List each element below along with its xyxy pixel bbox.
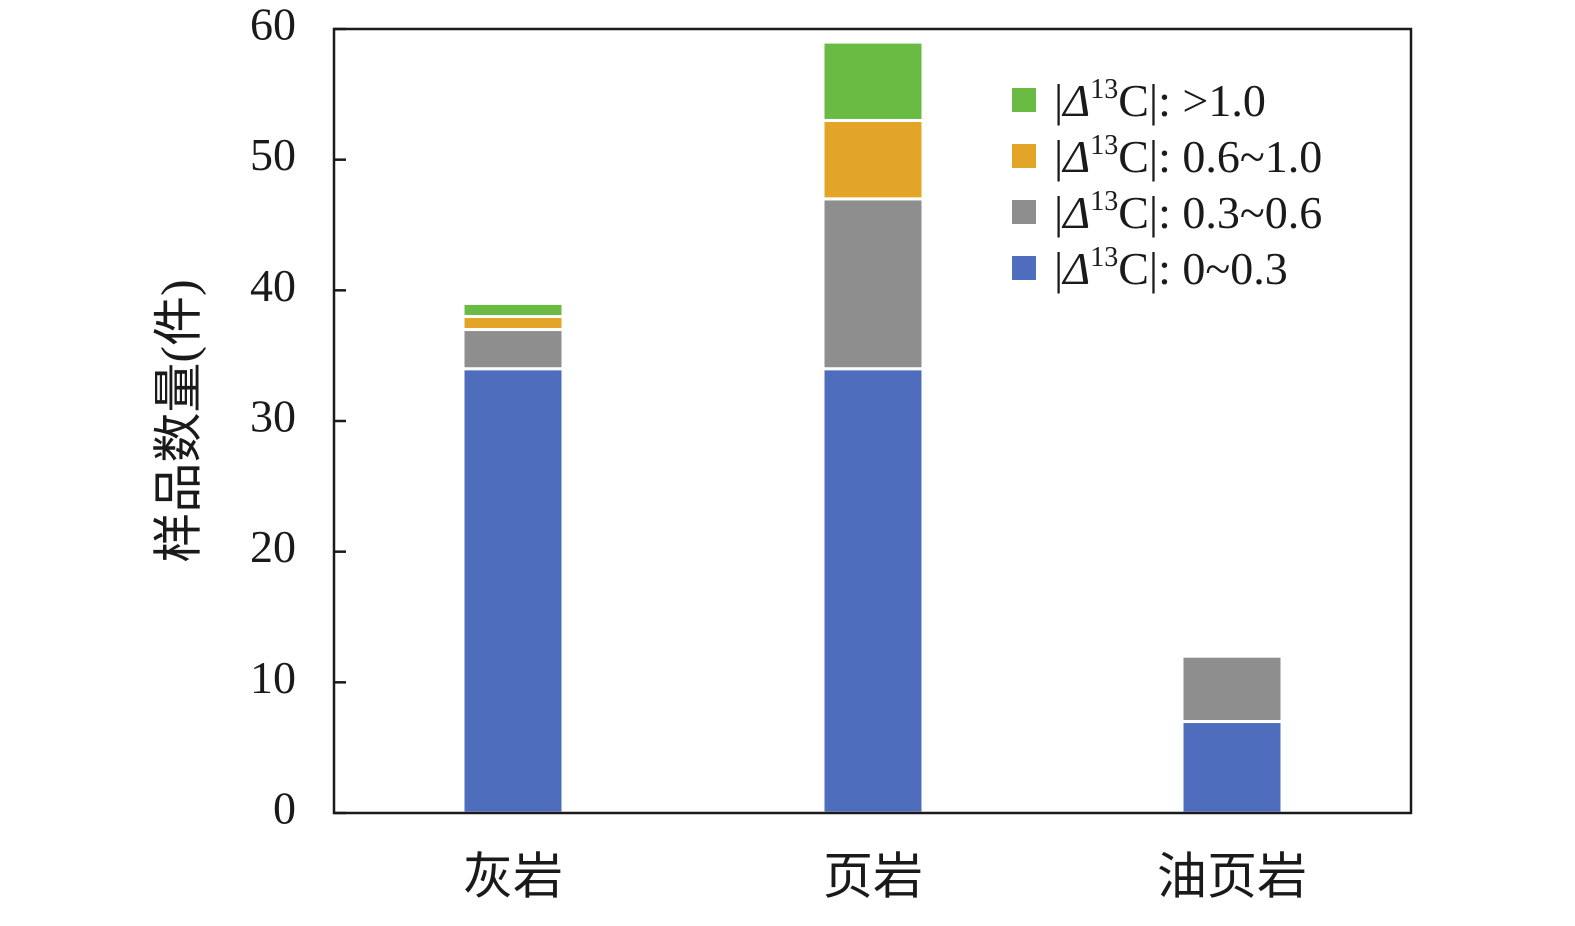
legend-label-2: |Δ13C|: 0.6~1.0 bbox=[1054, 130, 1322, 182]
y-tick-label-4: 40 bbox=[250, 260, 296, 311]
bar-segment-1-2 bbox=[821, 118, 925, 201]
x-axis-categories: 灰岩 页岩 油页岩 bbox=[463, 848, 1307, 904]
y-tick-label-0: 0 bbox=[273, 783, 296, 834]
bars-layer bbox=[461, 40, 1284, 815]
bar-segment-0-0 bbox=[461, 367, 565, 815]
y-axis-ticks: 0 10 20 30 40 50 60 bbox=[250, 0, 346, 834]
bar-segment-1-1 bbox=[821, 197, 925, 371]
legend-label-0: |Δ13C|: 0~0.3 bbox=[1054, 242, 1288, 294]
y-tick-label-6: 60 bbox=[250, 0, 296, 50]
y-tick-label-5: 50 bbox=[250, 129, 296, 180]
legend-label-3: |Δ13C|: >1.0 bbox=[1054, 74, 1266, 126]
x-category-label-2: 油页岩 bbox=[1157, 848, 1307, 904]
bar-segment-1-3 bbox=[821, 40, 925, 122]
bar-segment-0-2 bbox=[461, 314, 565, 332]
legend-label-1: |Δ13C|: 0.3~0.6 bbox=[1054, 186, 1322, 238]
y-tick-label-1: 10 bbox=[250, 652, 296, 703]
x-category-label-1: 页岩 bbox=[823, 848, 923, 904]
y-tick-label-3: 30 bbox=[250, 391, 296, 442]
bar-segment-0-3 bbox=[461, 301, 565, 318]
legend-swatch-0 bbox=[1012, 256, 1036, 280]
bar-segment-2-0 bbox=[1180, 720, 1284, 815]
x-category-label-0: 灰岩 bbox=[463, 848, 563, 904]
legend: |Δ13C|: >1.0|Δ13C|: 0.6~1.0|Δ13C|: 0.3~0… bbox=[1012, 74, 1322, 294]
legend-swatch-2 bbox=[1012, 144, 1036, 168]
bar-segment-0-1 bbox=[461, 328, 565, 371]
bar-segment-1-0 bbox=[821, 367, 925, 815]
bar-segment-2-1 bbox=[1180, 654, 1284, 724]
y-tick-label-2: 20 bbox=[250, 521, 296, 572]
legend-swatch-1 bbox=[1012, 200, 1036, 224]
legend-swatch-3 bbox=[1012, 88, 1036, 112]
y-axis-label: 样品数量(件) bbox=[150, 279, 206, 562]
